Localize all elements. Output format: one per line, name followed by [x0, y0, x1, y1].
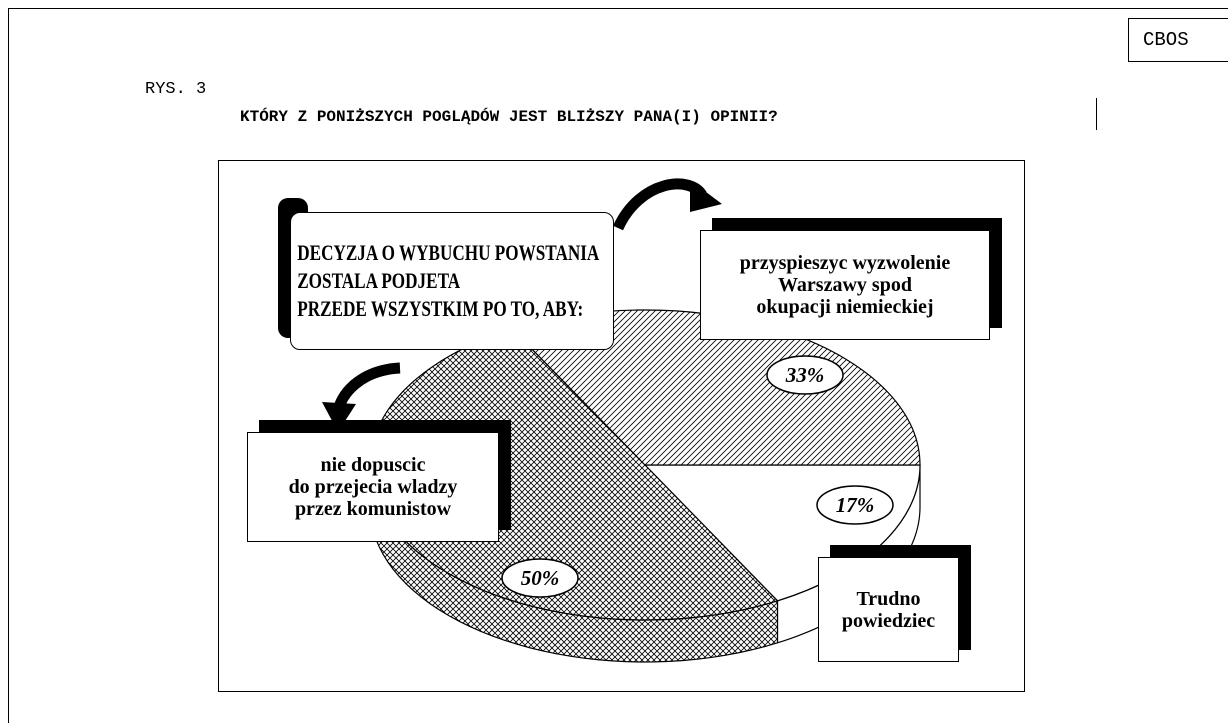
value-label: 33% [785, 363, 825, 387]
annotation: DECYZJA O WYBUCHU POWSTANIA ZOSTALA PODJ… [297, 240, 600, 321]
value-label-oval [816, 485, 894, 525]
page-frame [8, 8, 1228, 723]
category-label: przyspieszyc wyzwolenie Warszawy spod ok… [700, 230, 990, 340]
category-label: nie dopuscic do przejecia wladzy przez k… [247, 432, 499, 542]
value-label: 50% [521, 566, 560, 590]
org-label: CBOS [1128, 18, 1228, 62]
chart-title: KTÓRY Z PONIŻSZYCH POGLĄDÓW JEST BLIŻSZY… [240, 108, 778, 126]
pie [369, 309, 921, 663]
value-label-oval [501, 558, 579, 598]
divider [1096, 98, 1097, 130]
value-label-oval [766, 355, 844, 395]
arrow-head [690, 180, 722, 212]
category-label: Trudno powiedziec [818, 557, 959, 662]
annotation-box: DECYZJA O WYBUCHU POWSTANIA ZOSTALA PODJ… [290, 212, 614, 350]
chart-frame [218, 160, 1025, 692]
value-label: 17% [836, 493, 875, 517]
value-labels: 17% 50% 33% [501, 355, 894, 598]
arrow-head [322, 402, 356, 432]
figure-number: RYS. 3 [145, 80, 207, 99]
arrow [613, 178, 707, 231]
